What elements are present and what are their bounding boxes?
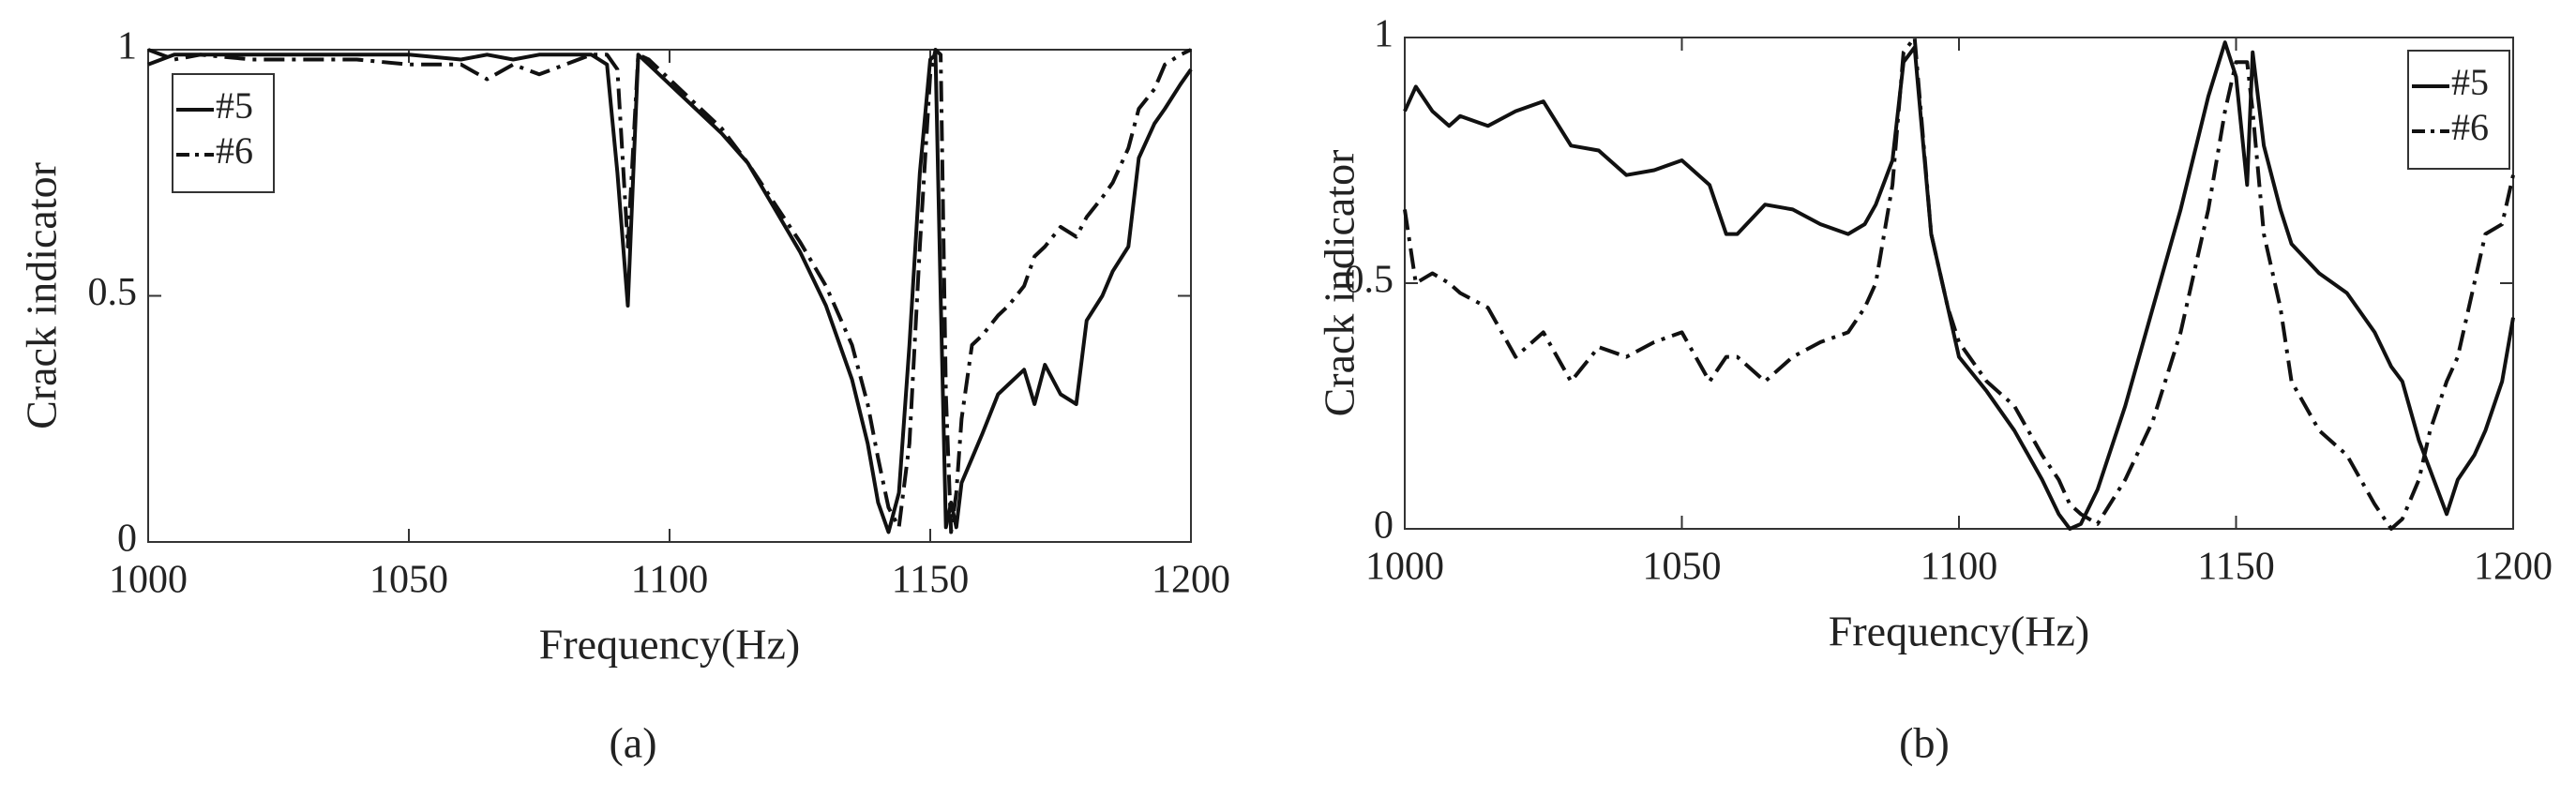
y-axis-label: Crack indicator [1316, 150, 1363, 417]
x-tick-label: 1150 [2197, 546, 2274, 589]
y-tick-label: 0 [1374, 504, 1393, 548]
legend-label: #5 [216, 84, 253, 127]
x-tick-label: 1100 [1921, 546, 1997, 589]
series-line [147, 48, 1192, 534]
plot-frame [1404, 37, 2514, 530]
legend-box [2407, 50, 2510, 170]
y-tick-label: 0.5 [88, 271, 138, 314]
y-tick-label: 1 [1374, 13, 1393, 56]
caption: (b) [1899, 719, 1950, 767]
legend: #5#6 [172, 73, 275, 193]
x-tick-label: 1050 [1643, 546, 1722, 589]
x-tick-label: 1100 [631, 559, 708, 602]
x-tick-label: 1000 [1365, 546, 1444, 589]
x-tick-label: 1200 [2474, 546, 2553, 589]
series-line [147, 53, 1193, 534]
x-axis-label: Frequency(Hz) [539, 621, 800, 669]
y-tick-label: 0 [117, 518, 137, 561]
series-line [1403, 36, 2515, 531]
legend-label: #5 [2451, 61, 2489, 103]
plot: 1000 1050 1100 1150 1200 0 0.5 1 Frequency(Hz) Cr… [18, 25, 1230, 767]
x-tick-label: 1150 [892, 559, 969, 602]
series-line [1403, 40, 2515, 531]
plot-frame [147, 49, 1192, 543]
x-tick-label: 1000 [109, 559, 188, 602]
y-axis-label: Crack indicator [18, 162, 66, 429]
legend-label: #6 [2451, 106, 2489, 148]
x-tick-label: 1200 [1152, 559, 1230, 602]
caption: (a) [609, 719, 656, 767]
legend-label: #6 [216, 129, 253, 172]
legend-box [172, 73, 275, 193]
plot: 1000 1050 1100 1150 1200 0 0.5 1 Frequency(Hz) Cr… [1316, 13, 2553, 767]
y-tick-label: 1 [117, 25, 137, 68]
y-tick-label: 0.5 [1345, 259, 1394, 302]
legend: #5#6 [2407, 50, 2510, 170]
x-axis-label: Frequency(Hz) [1829, 608, 2089, 655]
x-tick-label: 1050 [369, 559, 448, 602]
